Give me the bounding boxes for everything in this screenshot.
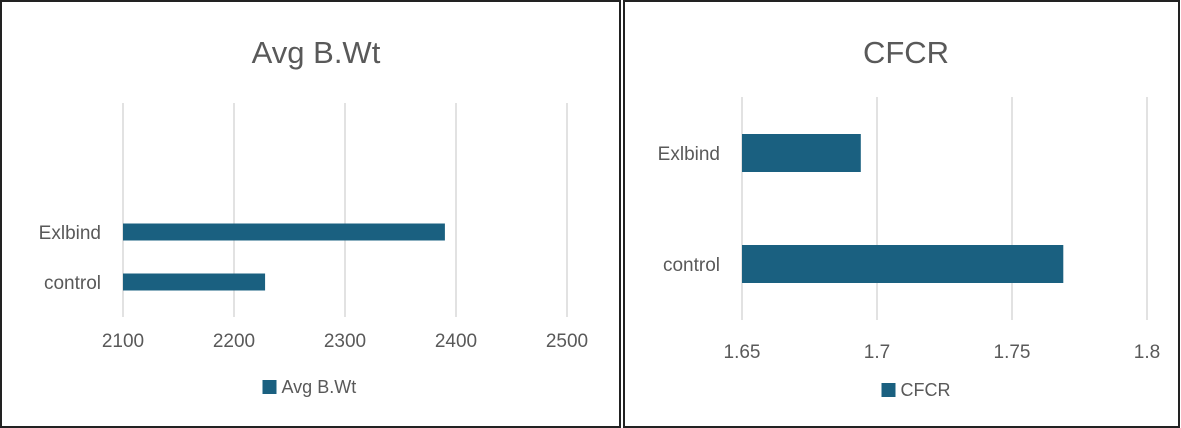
bar-control (742, 245, 1064, 283)
bar-control (123, 273, 266, 291)
legend-swatch (262, 380, 277, 394)
legend-swatch (881, 383, 896, 397)
category-label: control (44, 273, 101, 294)
x-tick-label: 2200 (213, 331, 255, 352)
bar-exlbind (742, 134, 861, 172)
chart-border (623, 0, 1180, 428)
x-tick-label: 1.7 (864, 342, 890, 363)
cfcr-chart-panel: CFCR 1.65 1.7 1.75 1.8 Exlbind control CFCR (622, 0, 1181, 428)
chart-border (0, 0, 621, 428)
x-tick-label: 1.65 (724, 342, 761, 363)
category-label: Exlbind (658, 144, 720, 165)
chart-title: CFCR (863, 35, 949, 70)
category-label: control (663, 255, 720, 276)
legend-label: CFCR (901, 380, 951, 400)
x-tick-label: 1.8 (1134, 342, 1160, 363)
cfcr-chart: CFCR 1.65 1.7 1.75 1.8 Exlbind control CFCR (623, 0, 1180, 428)
x-tick-label: 2500 (546, 331, 588, 352)
x-tick-label: 1.75 (994, 342, 1031, 363)
x-tick-label: 2300 (324, 331, 366, 352)
category-label: Exlbind (39, 223, 101, 244)
x-tick-label: 2400 (435, 331, 477, 352)
legend-label: Avg B.Wt (282, 377, 357, 397)
chart-title: Avg B.Wt (252, 35, 381, 70)
x-tick-label: 2100 (102, 331, 144, 352)
avg-bwt-chart-panel: Avg B.Wt 2100 2200 2300 2400 2500 Exlbind cont… (0, 0, 622, 428)
bar-exlbind (123, 223, 445, 241)
avg-bwt-chart: Avg B.Wt 2100 2200 2300 2400 2500 Exlbind cont… (0, 0, 621, 428)
